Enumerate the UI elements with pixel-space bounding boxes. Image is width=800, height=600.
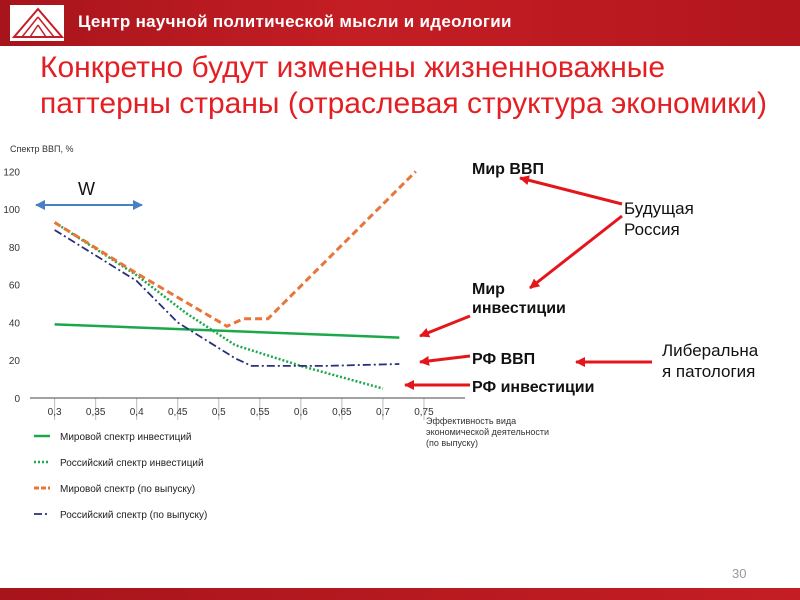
y-tick-label: 60	[9, 281, 21, 292]
legend-label-3: Мировой спектр (по выпуску)	[60, 484, 195, 495]
logo-icon	[10, 5, 65, 41]
legend: Мировой спектр инвестиций Российский спек…	[34, 432, 207, 521]
w-label: W	[78, 179, 95, 199]
legend-label-4: Российский спектр (по выпуску)	[60, 510, 207, 521]
y-ticks: 0 20 40 60 80 100 120	[3, 167, 20, 405]
y-tick-label: 120	[3, 167, 20, 178]
label-future-russia: Будущая Россия	[624, 199, 694, 239]
slide-title: Конкретно будут изменены жизненноважные …	[40, 51, 767, 120]
x-tick-label: 0,55	[250, 407, 270, 418]
y-tick-label: 40	[9, 318, 21, 329]
label-world-gdp: Мир ВВП	[472, 161, 544, 178]
arrow-world-investment-line	[419, 314, 471, 338]
legend-label-1: Мировой спектр инвестиций	[60, 432, 191, 443]
y-tick-label: 0	[14, 394, 20, 405]
x-tick-label: 0,35	[86, 407, 106, 418]
series-line-3	[53, 170, 417, 328]
x-tick-label: 0,3	[48, 407, 62, 418]
y-tick-label: 80	[9, 243, 21, 254]
x-tick-label: 0,4	[130, 407, 144, 418]
x-tick-label: 0,6	[294, 407, 308, 418]
series-line-1	[54, 323, 400, 339]
y-axis-label: Спектр ВВП, %	[10, 144, 74, 154]
header-title: Центр научной политической мысли и идеол…	[78, 12, 512, 31]
x-tick-label: 0,7	[376, 407, 390, 418]
arrow-future-to-world-investment	[529, 214, 623, 290]
page-number: 30	[732, 566, 747, 581]
y-tick-label: 20	[9, 356, 21, 367]
x-tick-label: 0,5	[212, 407, 226, 418]
y-tick-label: 100	[3, 205, 20, 216]
arrow-rf-gdp-line	[419, 354, 471, 366]
series-layer	[53, 170, 417, 390]
label-rf-gdp: РФ ВВП	[472, 351, 536, 368]
label-rf-investment: РФ инвестиции	[472, 379, 595, 396]
series-line-2	[53, 221, 384, 390]
label-world-investment: Мир инвестиции	[472, 281, 566, 317]
x-ticks: 0,3 0,35 0,4 0,45 0,5 0,55 0,6 0,65 0,7 0,75	[48, 398, 434, 420]
legend-label-2: Российский спектр инвестиций	[60, 458, 204, 469]
series-line-4	[54, 229, 400, 367]
x-tick-label: 0,45	[168, 407, 188, 418]
header-bar: Центр научной политической мысли и идеол…	[0, 0, 800, 46]
x-tick-label: 0,65	[332, 407, 352, 418]
x-tick-label: 0,75	[414, 407, 434, 418]
label-liberal-pathology: Либеральная патология	[662, 341, 759, 381]
x-axis-label-1: Эффективность вида экономической деятельн…	[426, 416, 549, 448]
arrow-future-to-world-gdp	[519, 175, 623, 206]
footer-bar	[0, 588, 800, 600]
